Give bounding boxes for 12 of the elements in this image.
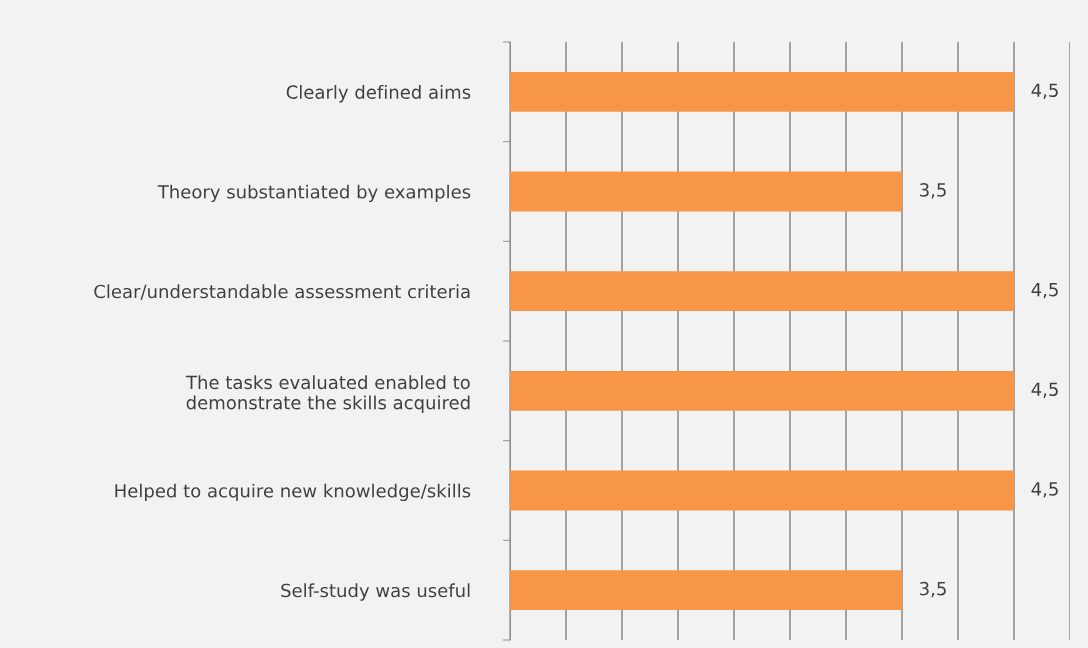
y-tick-label: Theory substantiated by examples (157, 184, 471, 203)
y-tick-label: Helped to acquire new knowledge/skills (115, 483, 471, 502)
data-label: 4,5 (1031, 282, 1058, 299)
y-tick-label: Clearly defined aims (286, 84, 471, 103)
data-label: 3,5 (920, 581, 946, 598)
data-label: 3,5 (920, 183, 946, 199)
data-label: 4,5 (1031, 382, 1058, 398)
data-label: 4,5 (1031, 482, 1058, 498)
y-tick-label: Clear/understandable assessment criteria (94, 284, 470, 300)
y-tick-label: The tasks evaluated enabled to demonstrate the skills acquired (185, 375, 470, 413)
data-label: 4,5 (1031, 83, 1058, 99)
y-tick-label: Self-study was useful (281, 583, 470, 601)
